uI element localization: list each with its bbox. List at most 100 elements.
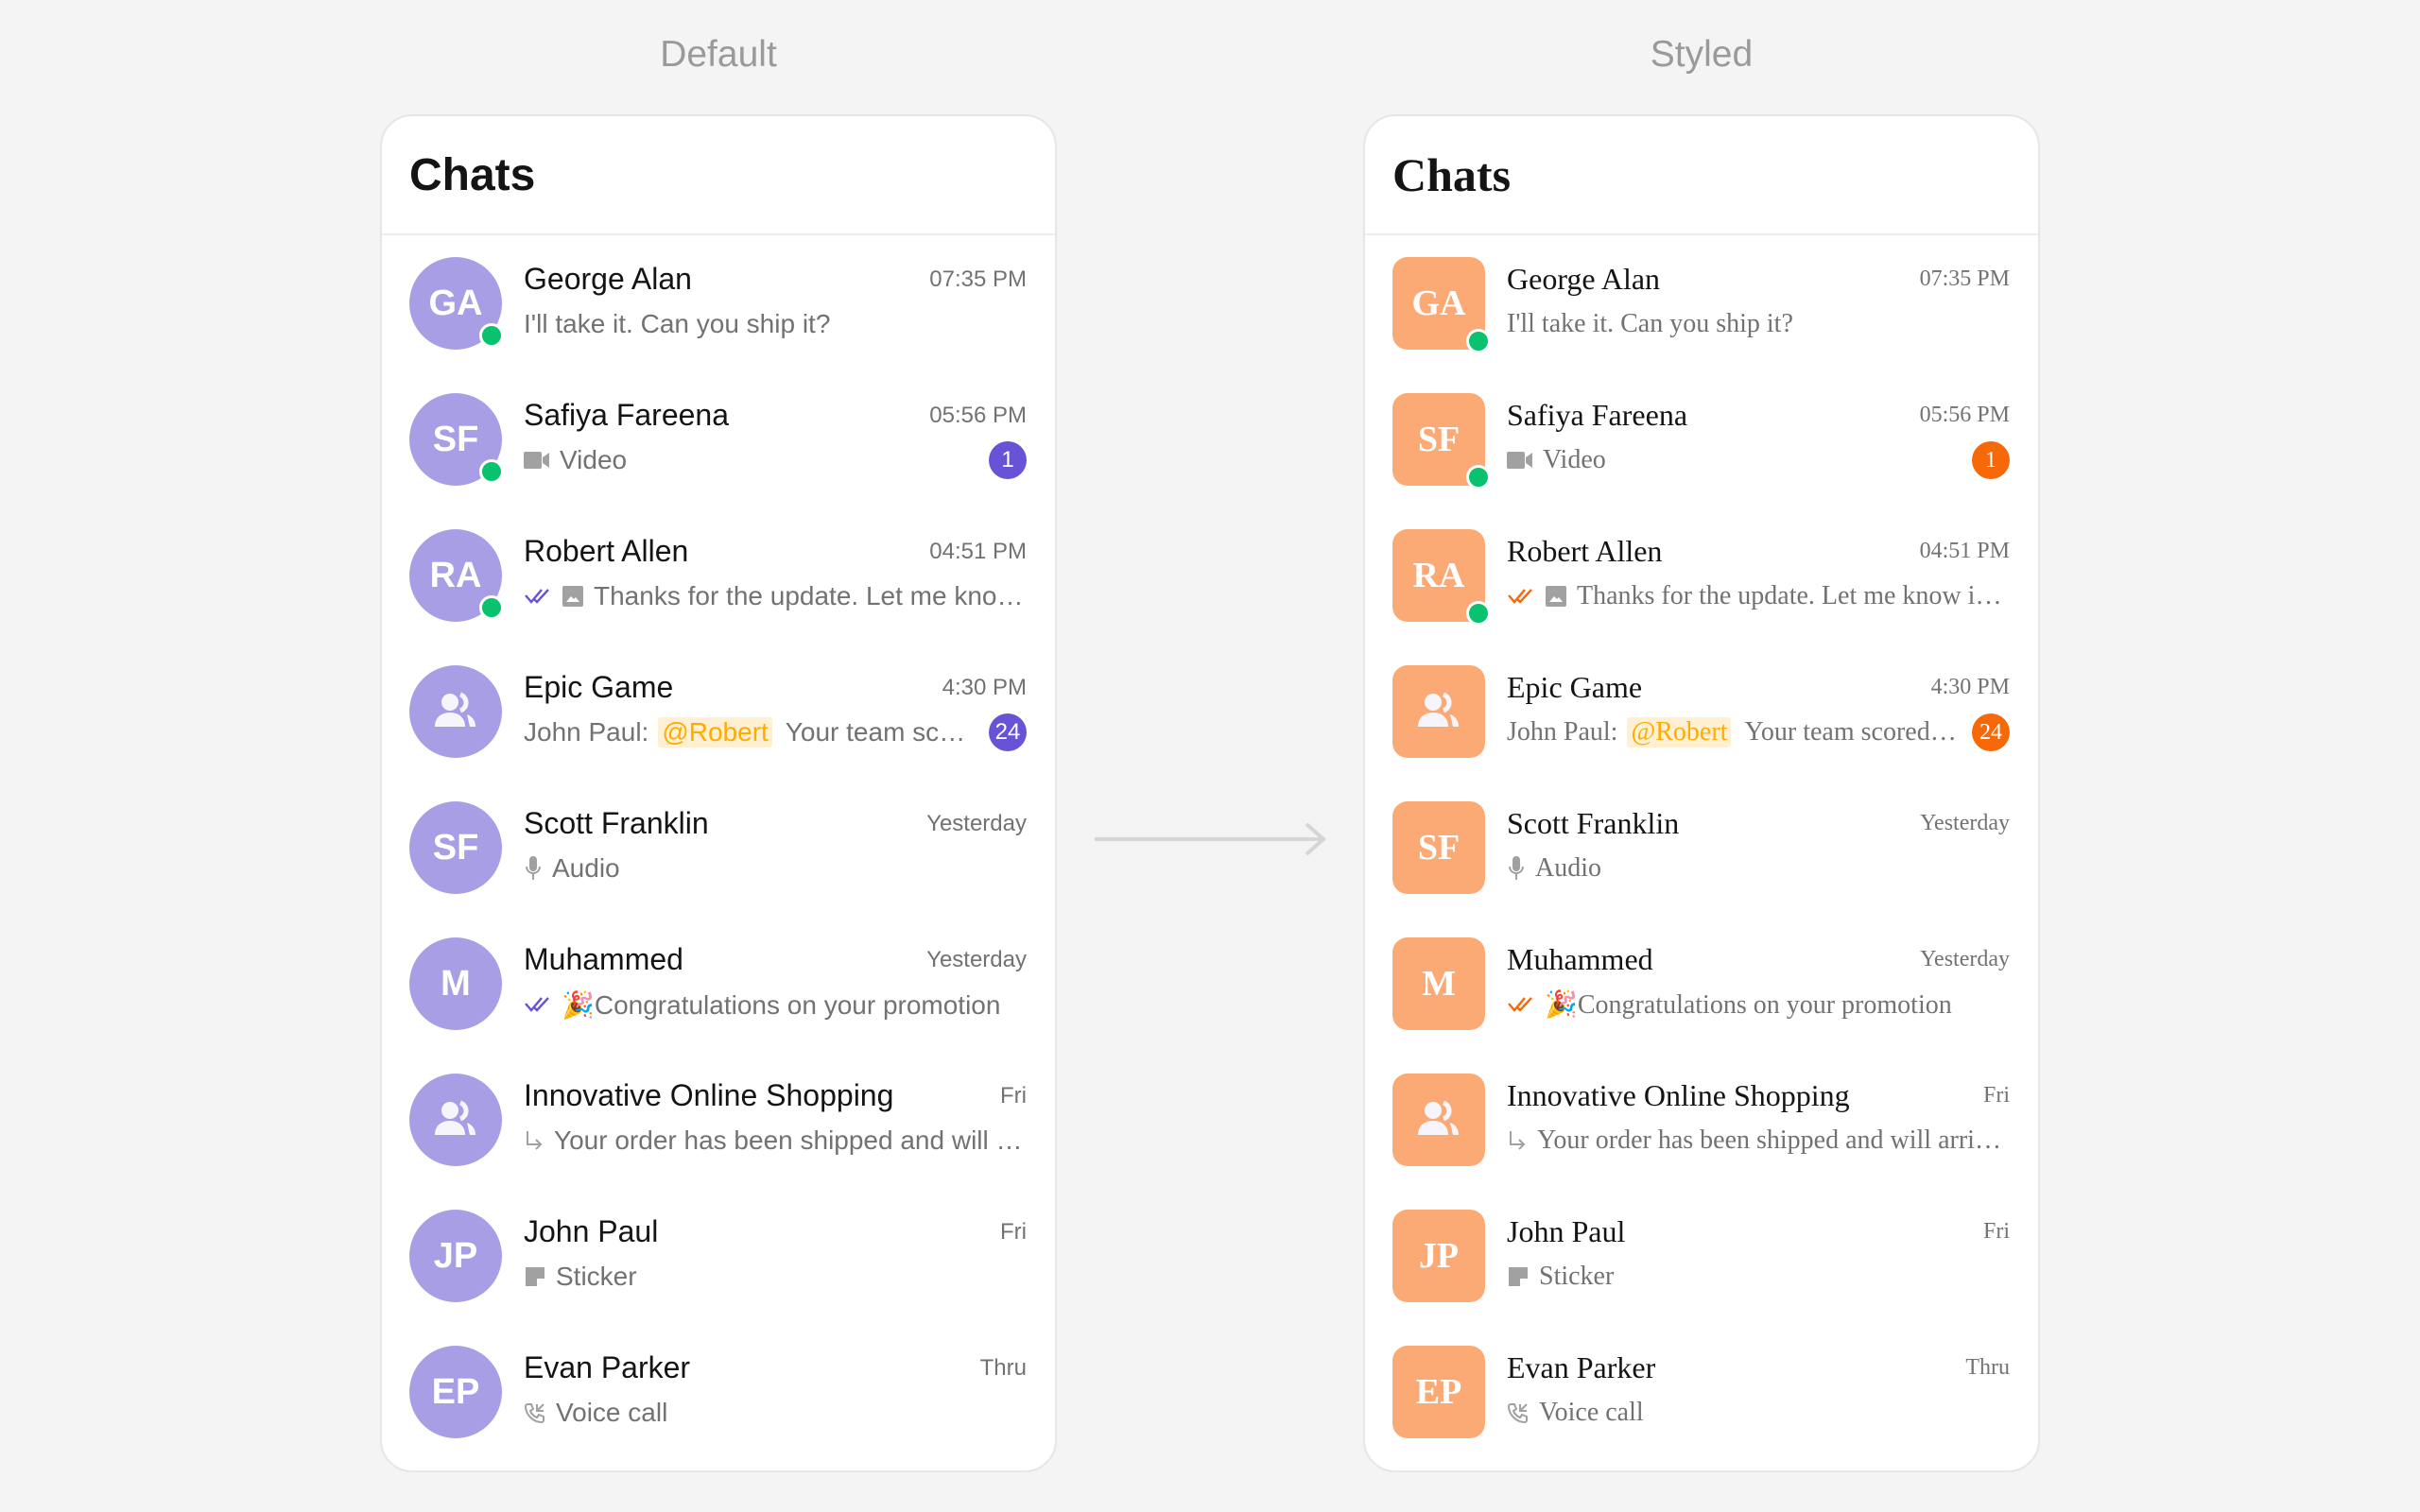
online-status-indicator	[1466, 601, 1491, 626]
conversation-item[interactable]: SF Safiya Fareena 05:56 PM Video 1	[382, 371, 1055, 507]
conversation-item[interactable]: GA George Alan 07:35 PM I'll take it. Can y…	[1365, 235, 2038, 371]
avatar: SF	[1392, 393, 1491, 490]
conversation-time: Fri	[1982, 1083, 2010, 1108]
group-icon	[1418, 1100, 1459, 1135]
unread-count-badge: 24	[1972, 713, 2010, 751]
last-message: Sticker	[1507, 1256, 2010, 1297]
read-receipt-icon	[525, 589, 549, 604]
last-message: Audio	[1507, 848, 2010, 889]
mention-tag[interactable]: @Robert	[1627, 717, 1732, 747]
message-sender: John Paul:	[524, 717, 649, 747]
message-text: Voice call	[1539, 1398, 1644, 1427]
last-message: Video 1	[524, 439, 1027, 481]
conversation-name: John Paul	[1507, 1214, 1626, 1248]
conversation-item[interactable]: Epic Game 4:30 PM John Paul: @Robert Your te…	[1365, 644, 2038, 780]
avatar-initials: GA	[428, 283, 483, 323]
conversation-item[interactable]: RA Robert Allen 04:51 PM Thanks for the upd…	[382, 507, 1055, 644]
conversation-time: 07:35 PM	[929, 266, 1027, 292]
avatar: M	[1392, 937, 1485, 1030]
conversation-item[interactable]: EP Evan Parker Thru Voice call	[382, 1324, 1055, 1460]
conversation-time: Thru	[979, 1355, 1027, 1381]
avatar-initials: JP	[433, 1235, 478, 1276]
conversation-item[interactable]: SF Scott Franklin Yesterday Audio	[382, 780, 1055, 916]
mention-tag[interactable]: @Robert	[658, 717, 772, 747]
message-text: Your team scored a victory in the last m…	[785, 717, 977, 747]
online-status-indicator	[479, 459, 504, 484]
conversation-time: Yesterday	[926, 811, 1027, 836]
default-column-title: Default	[660, 34, 777, 75]
avatar: SF	[409, 393, 504, 486]
arrow-right-icon	[1095, 822, 1327, 856]
avatar: GA	[1392, 257, 1491, 353]
reply-icon	[1507, 1129, 1537, 1152]
avatar: M	[409, 937, 502, 1030]
conversation-item[interactable]: JP John Paul Fri Sticker	[382, 1188, 1055, 1324]
avatar: EP	[1392, 1346, 1485, 1438]
avatar	[409, 665, 502, 758]
avatar-initials: EP	[1415, 1372, 1462, 1412]
avatar-initials: GA	[1411, 284, 1466, 323]
conversation-time: 04:51 PM	[1919, 539, 2010, 563]
avatar: JP	[409, 1210, 502, 1302]
message-text: 🎉Congratulations on your promotion	[1545, 990, 1952, 1020]
styled-chats-panel: Chats GA George Alan 07:35 PM I'll take it.…	[1363, 114, 2040, 1472]
avatar: GA	[409, 257, 504, 350]
conversation-list[interactable]: GA George Alan 07:35 PM I'll take it. Can y…	[382, 235, 1055, 1460]
conversation-item[interactable]: M Muhammed Yesterday 🎉Congratulations on yo…	[1365, 916, 2038, 1052]
avatar-initials: M	[441, 963, 471, 1004]
video-icon	[1507, 450, 1543, 471]
message-text: Voice call	[556, 1398, 668, 1427]
avatar: SF	[409, 801, 502, 894]
last-message: Video 1	[1507, 439, 2010, 481]
conversation-time: 4:30 PM	[1930, 675, 2010, 699]
conversation-item[interactable]: SF Safiya Fareena 05:56 PM Video 1	[1365, 371, 2038, 507]
last-message: 🎉Congratulations on your promotion	[1507, 984, 2010, 1025]
conversation-item[interactable]: Innovative Online Shopping Fri Your order …	[382, 1052, 1055, 1188]
message-text: I'll take it. Can you ship it?	[524, 309, 831, 338]
avatar: RA	[409, 529, 504, 622]
avatar-initials: JP	[1418, 1236, 1460, 1276]
message-text: Audio	[1535, 853, 1601, 883]
last-message: Your order has been shipped and will arr…	[1507, 1120, 2010, 1161]
conversation-item[interactable]: SF Scott Franklin Yesterday Audio	[1365, 780, 2038, 916]
mic-icon	[1507, 855, 1535, 882]
online-status-indicator	[479, 323, 504, 348]
default-chats-panel: Chats GA George Alan 07:35 PM I'll take it.…	[380, 114, 1057, 1472]
panel-title: Chats	[1392, 148, 1512, 201]
conversation-name: Safiya Fareena	[524, 398, 730, 432]
avatar: SF	[1392, 801, 1485, 894]
message-text: Sticker	[556, 1262, 637, 1291]
avatar: RA	[1392, 529, 1491, 626]
avatar-initials: M	[1422, 964, 1456, 1004]
message-text: Video	[1543, 445, 1606, 474]
conversation-list[interactable]: GA George Alan 07:35 PM I'll take it. Can y…	[1365, 235, 2038, 1460]
message-sender: John Paul:	[1507, 717, 1618, 747]
conversation-item[interactable]: EP Evan Parker Thru Voice call	[1365, 1324, 2038, 1460]
last-message: Thanks for the update. Let me know if yo…	[1507, 576, 2010, 617]
conversation-name: George Alan	[524, 262, 692, 296]
conversation-item[interactable]: M Muhammed Yesterday 🎉Congratulations on yo…	[382, 916, 1055, 1052]
conversation-time: 04:51 PM	[929, 539, 1027, 564]
avatar-initials: SF	[1417, 420, 1461, 459]
avatar: EP	[409, 1346, 502, 1438]
last-message: John Paul: @Robert Your team scored a vict…	[1507, 712, 2010, 753]
message-text: 🎉Congratulations on your promotion	[562, 989, 1001, 1020]
conversation-name: Epic Game	[524, 670, 674, 704]
image-icon	[562, 585, 594, 608]
conversation-name: Evan Parker	[524, 1350, 691, 1384]
conversation-item[interactable]: Epic Game 4:30 PM John Paul: @Robert Your te…	[382, 644, 1055, 780]
conversation-item[interactable]: Innovative Online Shopping Fri Your order …	[1365, 1052, 2038, 1188]
last-message: Voice call	[524, 1392, 1027, 1434]
conversation-item[interactable]: RA Robert Allen 04:51 PM Thanks for the upd…	[1365, 507, 2038, 644]
avatar	[1392, 1074, 1485, 1166]
conversation-time: 05:56 PM	[929, 403, 1027, 428]
group-icon	[435, 692, 475, 727]
conversation-item[interactable]: GA George Alan 07:35 PM I'll take it. Can y…	[382, 235, 1055, 371]
conversation-item[interactable]: JP John Paul Fri Sticker	[1365, 1188, 2038, 1324]
reply-icon	[524, 1129, 554, 1152]
message-text: Thanks for the update. Let me know if yo…	[1577, 581, 2010, 610]
conversation-name: Evan Parker	[1507, 1350, 1656, 1384]
video-icon	[524, 450, 560, 471]
mic-icon	[524, 855, 552, 882]
last-message: Voice call	[1507, 1392, 2010, 1434]
